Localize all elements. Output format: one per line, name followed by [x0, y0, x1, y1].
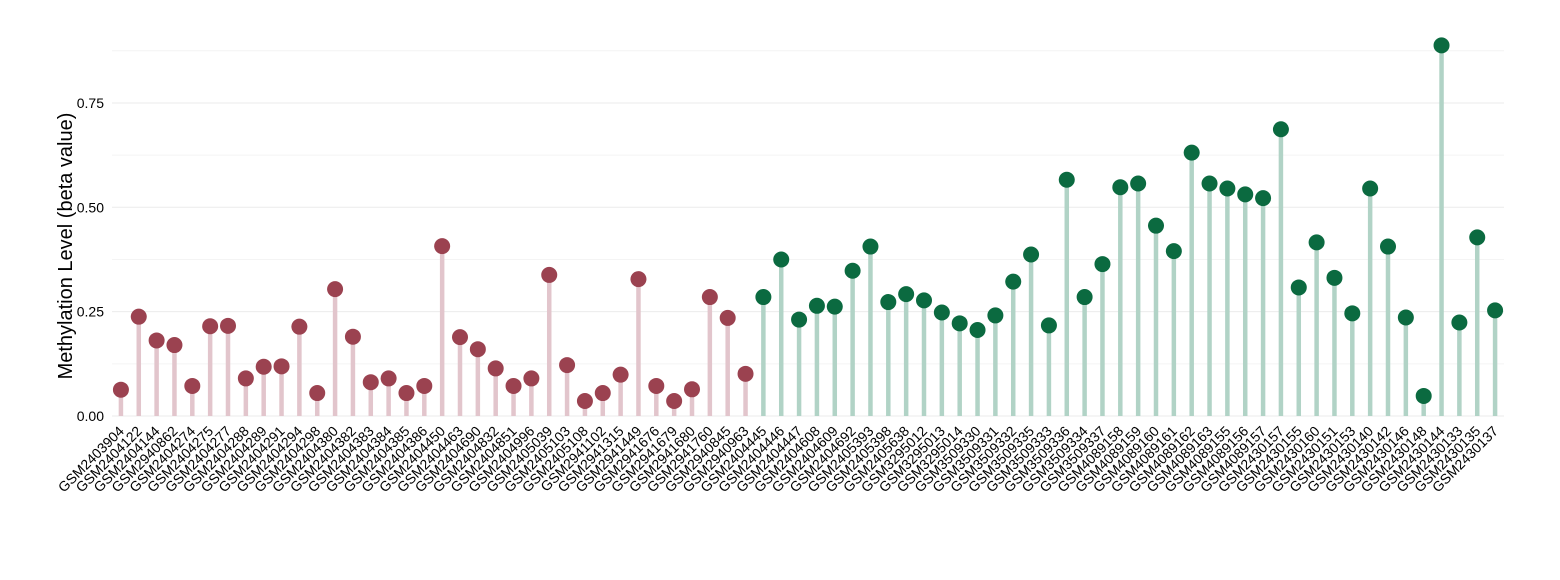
grid-lines — [112, 50, 1504, 417]
data-point — [862, 238, 879, 255]
data-point — [951, 315, 968, 332]
data-point — [737, 365, 754, 382]
data-point — [1005, 273, 1022, 290]
data-point — [701, 289, 718, 306]
data-point — [452, 329, 468, 346]
data-point — [505, 377, 522, 394]
data-point — [1272, 121, 1289, 138]
data-point — [1201, 175, 1218, 192]
data-point — [1112, 179, 1129, 196]
data-point — [487, 360, 504, 377]
data-point — [362, 374, 379, 391]
data-point — [630, 271, 647, 288]
data-point — [594, 385, 611, 402]
data-point — [1023, 246, 1040, 263]
data-point — [1148, 217, 1164, 234]
data-point — [309, 385, 326, 402]
y-tick-label: 0.75 — [77, 95, 104, 111]
data-point — [1380, 238, 1396, 255]
data-point — [1397, 309, 1414, 326]
data-point — [1219, 180, 1236, 197]
data-point — [898, 286, 915, 303]
data-point — [666, 392, 683, 409]
data-point — [808, 297, 825, 314]
y-tick-label: 0.00 — [77, 408, 104, 424]
data-point — [1094, 256, 1111, 273]
data-point — [1415, 387, 1432, 404]
data-point — [648, 377, 665, 394]
data-point — [612, 366, 629, 383]
data-point — [1344, 305, 1361, 322]
data-point — [791, 311, 808, 328]
data-point — [220, 317, 236, 334]
data-point — [541, 266, 558, 283]
data-point — [380, 370, 397, 387]
y-tick-label: 0.50 — [77, 199, 104, 215]
data-point — [1040, 317, 1057, 334]
lollipop-stems — [118, 45, 1498, 416]
data-point — [1487, 302, 1504, 319]
data-point — [148, 332, 165, 349]
data-point — [773, 251, 790, 268]
data-point — [184, 377, 201, 394]
data-point — [684, 381, 700, 398]
data-point — [1308, 234, 1325, 251]
data-point — [933, 304, 950, 321]
data-point — [755, 289, 772, 306]
data-point — [255, 358, 272, 375]
data-point — [291, 318, 308, 335]
data-point — [1326, 269, 1343, 286]
data-point — [469, 341, 486, 358]
data-point — [1255, 190, 1272, 207]
data-point — [1237, 186, 1254, 203]
data-point — [1058, 171, 1075, 188]
y-axis-title: Methylation Level (beta value) — [55, 113, 77, 380]
data-point — [844, 262, 861, 279]
data-point — [1469, 229, 1486, 246]
data-point — [559, 357, 576, 374]
data-point — [398, 385, 415, 402]
data-point — [916, 292, 932, 309]
data-point — [1076, 289, 1093, 306]
data-point — [880, 294, 897, 311]
y-tick-label: 0.25 — [77, 304, 104, 320]
y-axis-ticks: 0.00 0.25 0.50 0.75 — [77, 95, 104, 424]
data-point — [523, 370, 540, 387]
data-point — [327, 281, 344, 298]
data-point — [576, 392, 593, 409]
data-point — [273, 358, 290, 375]
data-point — [1165, 243, 1182, 260]
data-point — [416, 377, 433, 394]
data-point — [202, 318, 219, 335]
data-point — [987, 307, 1004, 324]
data-point — [112, 381, 129, 398]
data-point — [719, 309, 736, 326]
x-axis-ticks: GSM2403904GSM2404122GSM2404144GSM2940862… — [55, 423, 1502, 496]
data-point — [344, 328, 361, 345]
data-point — [166, 337, 183, 354]
data-point — [434, 238, 451, 255]
lollipop-points — [112, 37, 1504, 409]
data-point — [826, 298, 843, 315]
data-point — [1183, 144, 1200, 161]
data-point — [1362, 180, 1379, 197]
data-point — [1433, 37, 1450, 54]
data-point — [130, 308, 147, 325]
data-point — [237, 370, 254, 387]
data-point — [969, 322, 986, 339]
data-point — [1290, 279, 1307, 296]
data-point — [1451, 314, 1468, 331]
data-point — [1130, 175, 1147, 192]
